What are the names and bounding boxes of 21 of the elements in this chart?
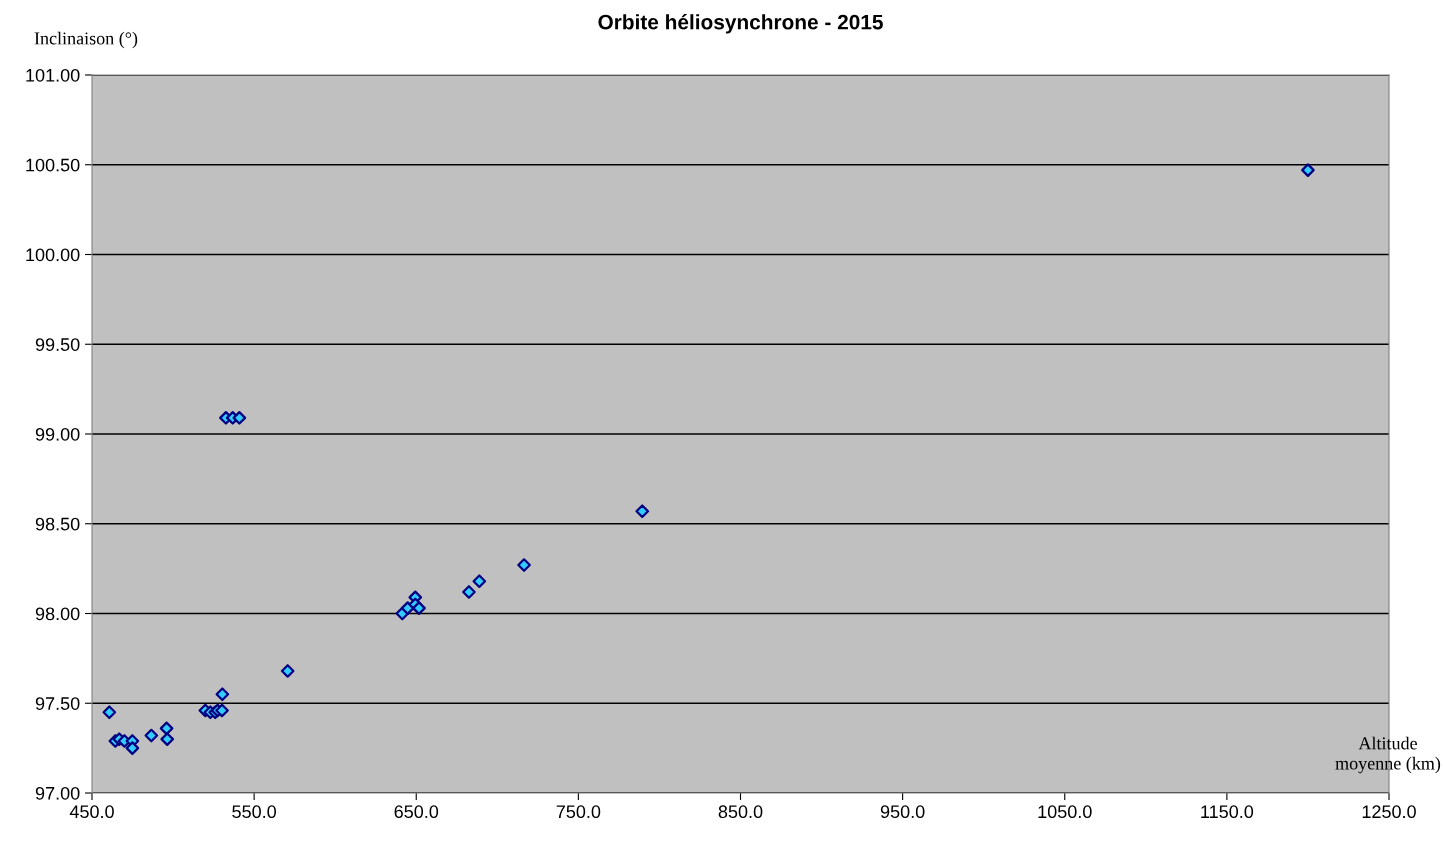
y-tick-label: 97.00: [35, 786, 80, 800]
x-tick-label: 1250.0: [1362, 805, 1416, 819]
x-tick-label: 750.0: [556, 805, 601, 819]
y-tick-label: 100.50: [26, 158, 80, 172]
x-tick-label: 550.0: [232, 805, 277, 819]
x-tick-label: 650.0: [394, 805, 439, 819]
x-tick-label: 950.0: [880, 805, 925, 819]
y-axis-title: Inclinaison (°): [34, 31, 138, 49]
y-tick-label: 99.50: [35, 338, 80, 351]
chart-title: Orbite héliosynchrone - 2015: [598, 14, 883, 34]
y-tick-label: 97.50: [35, 697, 80, 710]
x-tick-label: 1150.0: [1201, 805, 1254, 819]
x-axis-title: Altitude moyenne (km): [1335, 736, 1441, 774]
y-tick-label: 98.00: [35, 607, 80, 621]
y-tick-label: 101.00: [26, 68, 80, 82]
x-tick-label: 1050.0: [1038, 805, 1092, 819]
y-tick-label: 98.50: [35, 517, 80, 531]
y-tick-label: 100.00: [26, 248, 80, 262]
x-tick-label: 850.0: [718, 805, 763, 819]
y-tick-label: 99.00: [35, 427, 80, 441]
x-tick-label: 450.0: [69, 805, 114, 819]
